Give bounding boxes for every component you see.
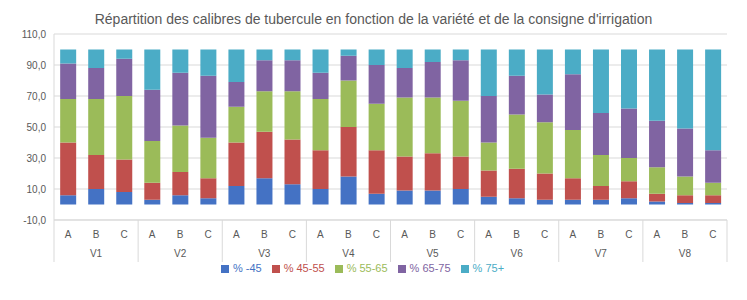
svg-text:A: A (654, 229, 661, 240)
svg-text:A: A (233, 229, 240, 240)
svg-text:A: A (317, 229, 324, 240)
html-text:% 65-75: % 65-75 (409, 262, 451, 274)
svg-text:C: C (289, 229, 296, 240)
svg-text:C: C (709, 229, 716, 240)
svg-text:50,0: 50,0 (27, 122, 47, 133)
svg-text:V3: V3 (258, 248, 271, 259)
svg-text:B: B (513, 229, 520, 240)
svg-text:B: B (345, 229, 352, 240)
svg-text:V4: V4 (342, 248, 355, 259)
svg-text:C: C (541, 229, 548, 240)
svg-text:70,0: 70,0 (27, 91, 47, 102)
svg-text:V2: V2 (174, 248, 187, 259)
svg-text:B: B (261, 229, 268, 240)
svg-text:A: A (401, 229, 408, 240)
svg-text:30,0: 30,0 (27, 153, 47, 164)
svg-text:B: B (429, 229, 436, 240)
svg-text:90,0: 90,0 (27, 60, 47, 71)
svg-text:A: A (485, 229, 492, 240)
html-text:Répartition des calibres de tu: Répartition des calibres de tubercule en… (94, 11, 653, 27)
svg-text:V8: V8 (679, 248, 692, 259)
svg-text:V7: V7 (595, 248, 608, 259)
svg-text:A: A (65, 229, 72, 240)
svg-text:B: B (682, 229, 689, 240)
svg-text:C: C (205, 229, 212, 240)
html-text:% 75+: % 75+ (472, 262, 505, 274)
svg-text:C: C (625, 229, 632, 240)
svg-text:V5: V5 (426, 248, 439, 259)
html-text:% -45: % -45 (232, 262, 262, 274)
svg-text:B: B (177, 229, 184, 240)
svg-text:C: C (120, 229, 127, 240)
svg-text:B: B (93, 229, 100, 240)
svg-text:A: A (149, 229, 156, 240)
svg-text:-10,0: -10,0 (23, 215, 46, 226)
svg-text:B: B (597, 229, 604, 240)
svg-text:10,0: 10,0 (27, 184, 47, 195)
svg-text:V6: V6 (511, 248, 524, 259)
html-text:% 45-55: % 45-55 (283, 262, 325, 274)
svg-text:A: A (569, 229, 576, 240)
svg-text:110,0: 110,0 (22, 29, 47, 40)
html-text:% 55-65: % 55-65 (346, 262, 388, 274)
svg-text:V1: V1 (90, 248, 103, 259)
svg-text:C: C (373, 229, 380, 240)
svg-text:C: C (457, 229, 464, 240)
